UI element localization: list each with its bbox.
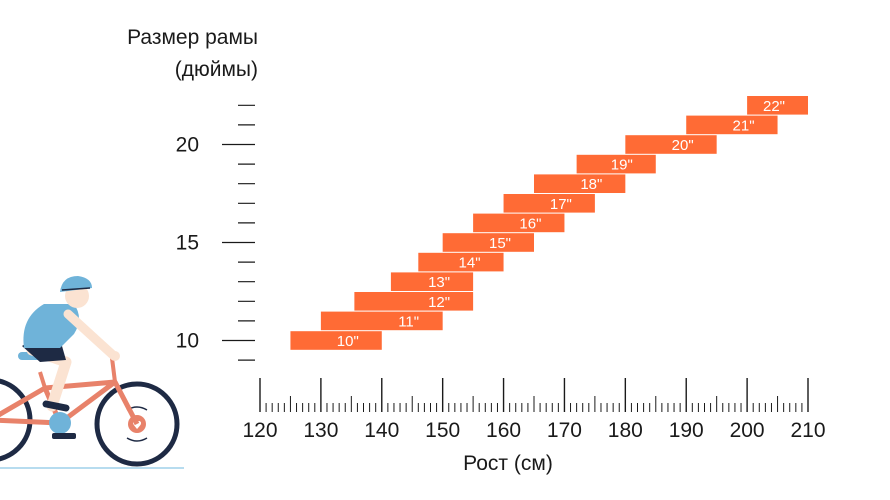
bar-size-22 xyxy=(747,96,808,115)
x-tick-label: 180 xyxy=(608,419,643,442)
bar-size-18 xyxy=(534,174,626,193)
x-tick-label: 200 xyxy=(730,419,765,442)
bar-label: 16" xyxy=(519,215,541,232)
x-axis-title: Рост (см) xyxy=(463,452,553,475)
bar-size-16 xyxy=(473,213,565,233)
y-tick-label: 10 xyxy=(176,330,199,353)
bar-label: 18" xyxy=(580,176,602,193)
bar-label: 21" xyxy=(733,117,755,134)
bar-size-15 xyxy=(442,233,534,252)
x-tick-label: 210 xyxy=(790,419,825,442)
y-axis-title-line-2: (дюймы) xyxy=(175,58,258,81)
x-tick-label: 160 xyxy=(486,419,521,442)
bar-label: 15" xyxy=(489,235,511,252)
bar-size-19 xyxy=(576,154,656,174)
bar-size-13 xyxy=(390,272,474,291)
bar-label: 10" xyxy=(337,333,359,350)
x-tick-label: 140 xyxy=(364,419,399,442)
bar-label: 12" xyxy=(428,294,450,311)
bar-label: 13" xyxy=(428,274,450,291)
bar-size-17 xyxy=(503,194,595,213)
bar-size-10 xyxy=(290,331,382,350)
y-axis-title-line-1: Размер рамы xyxy=(127,26,258,49)
bar-label: 17" xyxy=(550,196,572,213)
cyclist-illustration-icon: ♥ xyxy=(0,276,184,469)
bar-label: 20" xyxy=(672,137,694,154)
x-tick-label: 170 xyxy=(547,419,582,442)
bar-size-12 xyxy=(354,292,474,311)
bars: 10" 11" 12" 13" 14" 15" 16" 17" 18" 19" 20" 21" 22" xyxy=(290,96,808,350)
bar-size-11 xyxy=(320,311,443,331)
bar-label: 22" xyxy=(763,98,785,115)
x-tick-label: 150 xyxy=(425,419,460,442)
bar-label: 14" xyxy=(459,255,481,272)
x-tick-label: 190 xyxy=(669,419,704,442)
bar-size-20 xyxy=(625,135,717,154)
x-tick-label: 130 xyxy=(303,419,338,442)
y-axis: 10 15 20 xyxy=(176,104,255,361)
bar-label: 19" xyxy=(611,157,633,174)
bar-size-21 xyxy=(686,115,778,135)
y-tick-label: 20 xyxy=(176,134,199,157)
x-axis: 120 130 140 150 160 170 180 190 200 210 xyxy=(242,378,826,442)
bar-label: 11" xyxy=(398,313,419,330)
bar-size-14 xyxy=(418,252,504,272)
x-tick-label: 120 xyxy=(242,419,277,442)
y-tick-label: 15 xyxy=(176,232,199,255)
svg-text:♥: ♥ xyxy=(132,419,142,432)
